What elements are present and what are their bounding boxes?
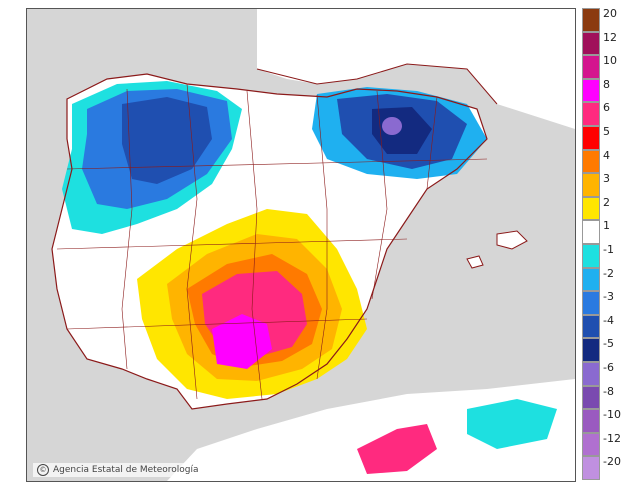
iberia-coastline bbox=[51, 73, 488, 410]
map-canvas bbox=[27, 9, 575, 481]
legend-swatch bbox=[582, 314, 600, 339]
legend-label: 5 bbox=[603, 125, 610, 138]
province-borders bbox=[56, 83, 488, 400]
legend-swatch bbox=[582, 196, 600, 221]
legend-swatch bbox=[582, 220, 600, 244]
legend-swatch bbox=[582, 8, 600, 32]
balearic-island-mallorca bbox=[496, 230, 528, 250]
legend-swatch bbox=[582, 409, 600, 433]
legend-swatch bbox=[582, 244, 600, 268]
legend-swatch bbox=[582, 173, 600, 197]
credit-text: Agencia Estatal de Meteorología bbox=[53, 465, 199, 475]
cold-area-nw-inner bbox=[122, 97, 212, 184]
legend-label: -12 bbox=[603, 431, 621, 445]
cold-core-ne bbox=[382, 117, 402, 135]
legend-label: -2 bbox=[603, 266, 614, 280]
legend-label: 20 bbox=[603, 7, 617, 20]
legend-swatch bbox=[582, 456, 600, 480]
legend-swatch bbox=[582, 126, 600, 150]
legend-label: -10 bbox=[603, 408, 621, 422]
legend-label: 10 bbox=[603, 54, 617, 68]
africa-land bbox=[167, 379, 575, 481]
legend-label: 4 bbox=[603, 148, 610, 162]
legend-label: -4 bbox=[603, 313, 614, 327]
pyrenees-border bbox=[256, 63, 498, 105]
balearic-island-ibiza bbox=[466, 255, 484, 269]
legend-label: 12 bbox=[603, 30, 617, 44]
legend-label: 2 bbox=[603, 195, 610, 209]
color-legend: 20 12 10 8 6 5 4 3 2 1 -1 -2 -3 -4 -5 -6 -8 -10 -12 -20 bbox=[582, 8, 628, 480]
legend-swatch bbox=[582, 55, 600, 79]
legend-label: -20 bbox=[603, 455, 621, 469]
france-land bbox=[257, 9, 575, 129]
anomaly-map: © Agencia Estatal de Meteorología aemet bbox=[26, 8, 576, 482]
legend-label: 8 bbox=[603, 77, 610, 91]
copyright-icon: © bbox=[37, 464, 49, 476]
brand-watermark: aemet bbox=[510, 457, 569, 475]
legend-swatch bbox=[582, 267, 600, 292]
legend-swatch bbox=[582, 31, 600, 56]
legend-swatch bbox=[582, 362, 600, 386]
legend-label: -1 bbox=[603, 243, 614, 256]
legend-label: -5 bbox=[603, 337, 614, 351]
legend-label: -6 bbox=[603, 361, 614, 374]
legend-label: -3 bbox=[603, 290, 614, 304]
legend-label: 3 bbox=[603, 172, 610, 186]
credit-label: © Agencia Estatal de Meteorología bbox=[33, 463, 203, 477]
legend-swatch bbox=[582, 102, 600, 126]
legend-label: -8 bbox=[603, 384, 614, 398]
legend-swatch bbox=[582, 432, 600, 457]
legend-swatch bbox=[582, 338, 600, 362]
legend-swatch bbox=[582, 291, 600, 315]
warm-area-africa bbox=[357, 424, 437, 474]
legend-swatch bbox=[582, 149, 600, 174]
legend-swatch bbox=[582, 385, 600, 410]
legend-label: 6 bbox=[603, 101, 610, 115]
legend-label: 1 bbox=[603, 219, 610, 233]
legend-swatch bbox=[582, 78, 600, 103]
cold-area-africa bbox=[467, 399, 557, 449]
